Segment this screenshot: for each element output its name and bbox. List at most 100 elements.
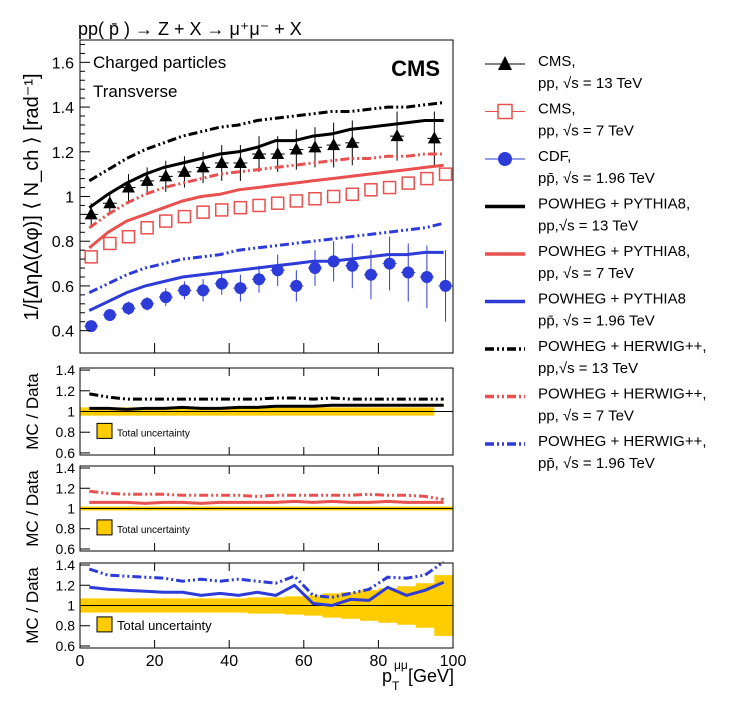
data-point-circle xyxy=(178,284,191,297)
x-tick-label: 80 xyxy=(370,653,388,670)
data-point-square xyxy=(401,176,415,190)
data-point-square xyxy=(177,209,192,224)
main-y-tick-label: 1.4 xyxy=(52,100,74,117)
legend-entry-line2: pp,√s = 13 TeV xyxy=(538,218,638,235)
ratio-y-axis-label: MC / Data xyxy=(23,567,42,644)
legend-entry-line2: pp̄, √s = 1.96 TeV xyxy=(538,313,655,330)
data-point-square xyxy=(420,171,434,186)
legend-entry-line2: pp, √s = 7 TeV xyxy=(538,123,634,140)
main-series-line-8 xyxy=(88,221,445,294)
data-point-circle xyxy=(402,266,415,279)
x-tick-label: 100 xyxy=(440,653,467,670)
ratio-y-tick-label: 1.4 xyxy=(56,362,76,378)
legend-entry-line1: POWHEG + HERWIG++, xyxy=(538,433,707,450)
data-point-square xyxy=(140,221,154,235)
uncertainty-legend-swatch xyxy=(96,422,113,439)
ratio-panel-13tev: 0.6 0.8 1 1.2 1.4 Total uncertainty MC / Data xyxy=(23,362,454,461)
main-y-tick-label: 1 xyxy=(65,190,74,207)
legend-entry-line2: pp̄, √s = 1.96 TeV xyxy=(538,455,655,472)
data-point-circle xyxy=(420,270,433,283)
main-y-tick-label: 0.6 xyxy=(52,279,74,296)
ratio-series-line-0 xyxy=(89,499,444,505)
cms-label: CMS xyxy=(391,56,440,81)
data-point-triangle xyxy=(84,207,98,220)
data-point-triangle xyxy=(427,131,441,144)
legend: CMS, pp, √s = 13 TeV CMS, pp, √s = 7 TeV CDF… xyxy=(485,53,707,472)
data-point-triangle xyxy=(327,138,341,151)
ratio-y-axis-label: MC / Data xyxy=(23,470,42,547)
ratio-y-tick-label: 0.8 xyxy=(56,521,76,537)
legend-entry-line1: CMS, xyxy=(538,53,576,70)
uncertainty-legend-swatch xyxy=(96,616,113,633)
ratio-y-axis-label: MC / Data xyxy=(23,373,42,450)
main-series-line-4 xyxy=(88,163,444,250)
data-point-circle xyxy=(122,302,135,315)
main-y-tick-label: 1.2 xyxy=(52,145,74,162)
main-panel: 0.4 0.6 0.8 1 1.2 1.4 1.6 Charged particles Tr… xyxy=(21,39,454,354)
legend-entry-line2: pp, √s = 7 TeV xyxy=(538,265,634,282)
data-point-circle xyxy=(85,320,98,333)
main-series-line-6 xyxy=(88,101,444,183)
legend-entry-line1: POWHEG + HERWIG++, xyxy=(538,386,707,403)
data-point-square xyxy=(84,250,98,264)
ratio-y-label-group: MC / Data xyxy=(23,567,42,644)
ratio-y-tick-label: 0.8 xyxy=(56,618,76,634)
data-point-circle xyxy=(103,308,116,321)
data-point-circle xyxy=(364,268,377,281)
data-point-triangle xyxy=(177,164,191,177)
ratio-y-tick-label: 0.6 xyxy=(56,541,76,557)
data-point-triangle xyxy=(289,142,303,155)
data-point-square xyxy=(196,205,210,219)
x-tick-label: 20 xyxy=(146,653,164,670)
data-point-circle xyxy=(439,279,452,292)
data-point-circle xyxy=(308,262,321,275)
ratio-y-tick-label: 1.2 xyxy=(56,480,76,496)
annotation-charged-particles: Charged particles xyxy=(93,53,226,72)
data-point-circle xyxy=(383,257,396,270)
data-point-square xyxy=(289,194,304,208)
data-point-triangle xyxy=(159,169,173,182)
ratio-y-tick-label: 1 xyxy=(67,404,75,420)
x-tick-label: 60 xyxy=(295,653,313,670)
x-axis-label-unit: [GeV] xyxy=(408,666,454,686)
legend-entry-line2: pp, √s = 13 TeV xyxy=(538,75,642,92)
main-series-line-3 xyxy=(88,119,444,209)
main-series-line-5 xyxy=(88,250,444,312)
annotation-transverse: Transverse xyxy=(93,82,177,101)
data-point-square xyxy=(345,187,360,202)
main-y-tick-label: 0.4 xyxy=(52,324,74,341)
data-point-triangle xyxy=(252,147,266,160)
ratio-y-tick-label: 0.8 xyxy=(56,424,76,440)
data-point-square xyxy=(364,183,378,197)
uncertainty-legend-label: Total uncertainty xyxy=(117,428,190,439)
legend-entry-line1: CDF, xyxy=(538,148,571,165)
data-point-circle xyxy=(290,279,303,292)
main-series-line-7 xyxy=(88,152,444,230)
ratio-y-label-group: MC / Data xyxy=(23,470,42,547)
ratio-y-label-group: MC / Data xyxy=(23,373,42,450)
ratio-y-tick-label: 0.6 xyxy=(56,445,76,461)
data-point-triangle xyxy=(140,173,154,186)
uncertainty-legend-swatch xyxy=(96,519,113,536)
data-point-triangle xyxy=(196,160,210,173)
ratio-y-tick-label: 1 xyxy=(67,598,75,614)
ratio-panel-196tev: 0.6 0.8 1 1.2 1.4 Total uncertainty MC / Data 0… xyxy=(23,557,466,670)
ratio-y-tick-label: 1.4 xyxy=(56,460,76,476)
ratio-y-tick-label: 1.4 xyxy=(56,557,76,573)
data-point-square xyxy=(121,229,136,244)
data-point-triangle xyxy=(215,155,229,168)
x-tick-label: 0 xyxy=(76,653,85,670)
data-point-square xyxy=(382,180,397,195)
main-y-axis-label: 1/[ΔηΔ(Δφ)] ⟨ N_ch ⟩ [rad⁻¹] xyxy=(21,73,43,320)
data-point-square xyxy=(159,214,173,228)
uncertainty-legend-label: Total uncertainty xyxy=(117,618,212,633)
ratio-series-line-1 xyxy=(88,560,445,599)
figure-title: pp( p̄ ) → Z + X → μ⁺μ⁻ + X xyxy=(78,19,302,39)
data-point-triangle xyxy=(233,155,247,168)
x-axis-label-sup: μμ xyxy=(394,658,408,672)
data-point-square xyxy=(103,236,117,251)
x-axis-label: p T μμ [GeV] xyxy=(382,658,454,693)
data-point-triangle xyxy=(390,129,404,142)
uncertainty-legend-label: Total uncertainty xyxy=(117,525,190,536)
